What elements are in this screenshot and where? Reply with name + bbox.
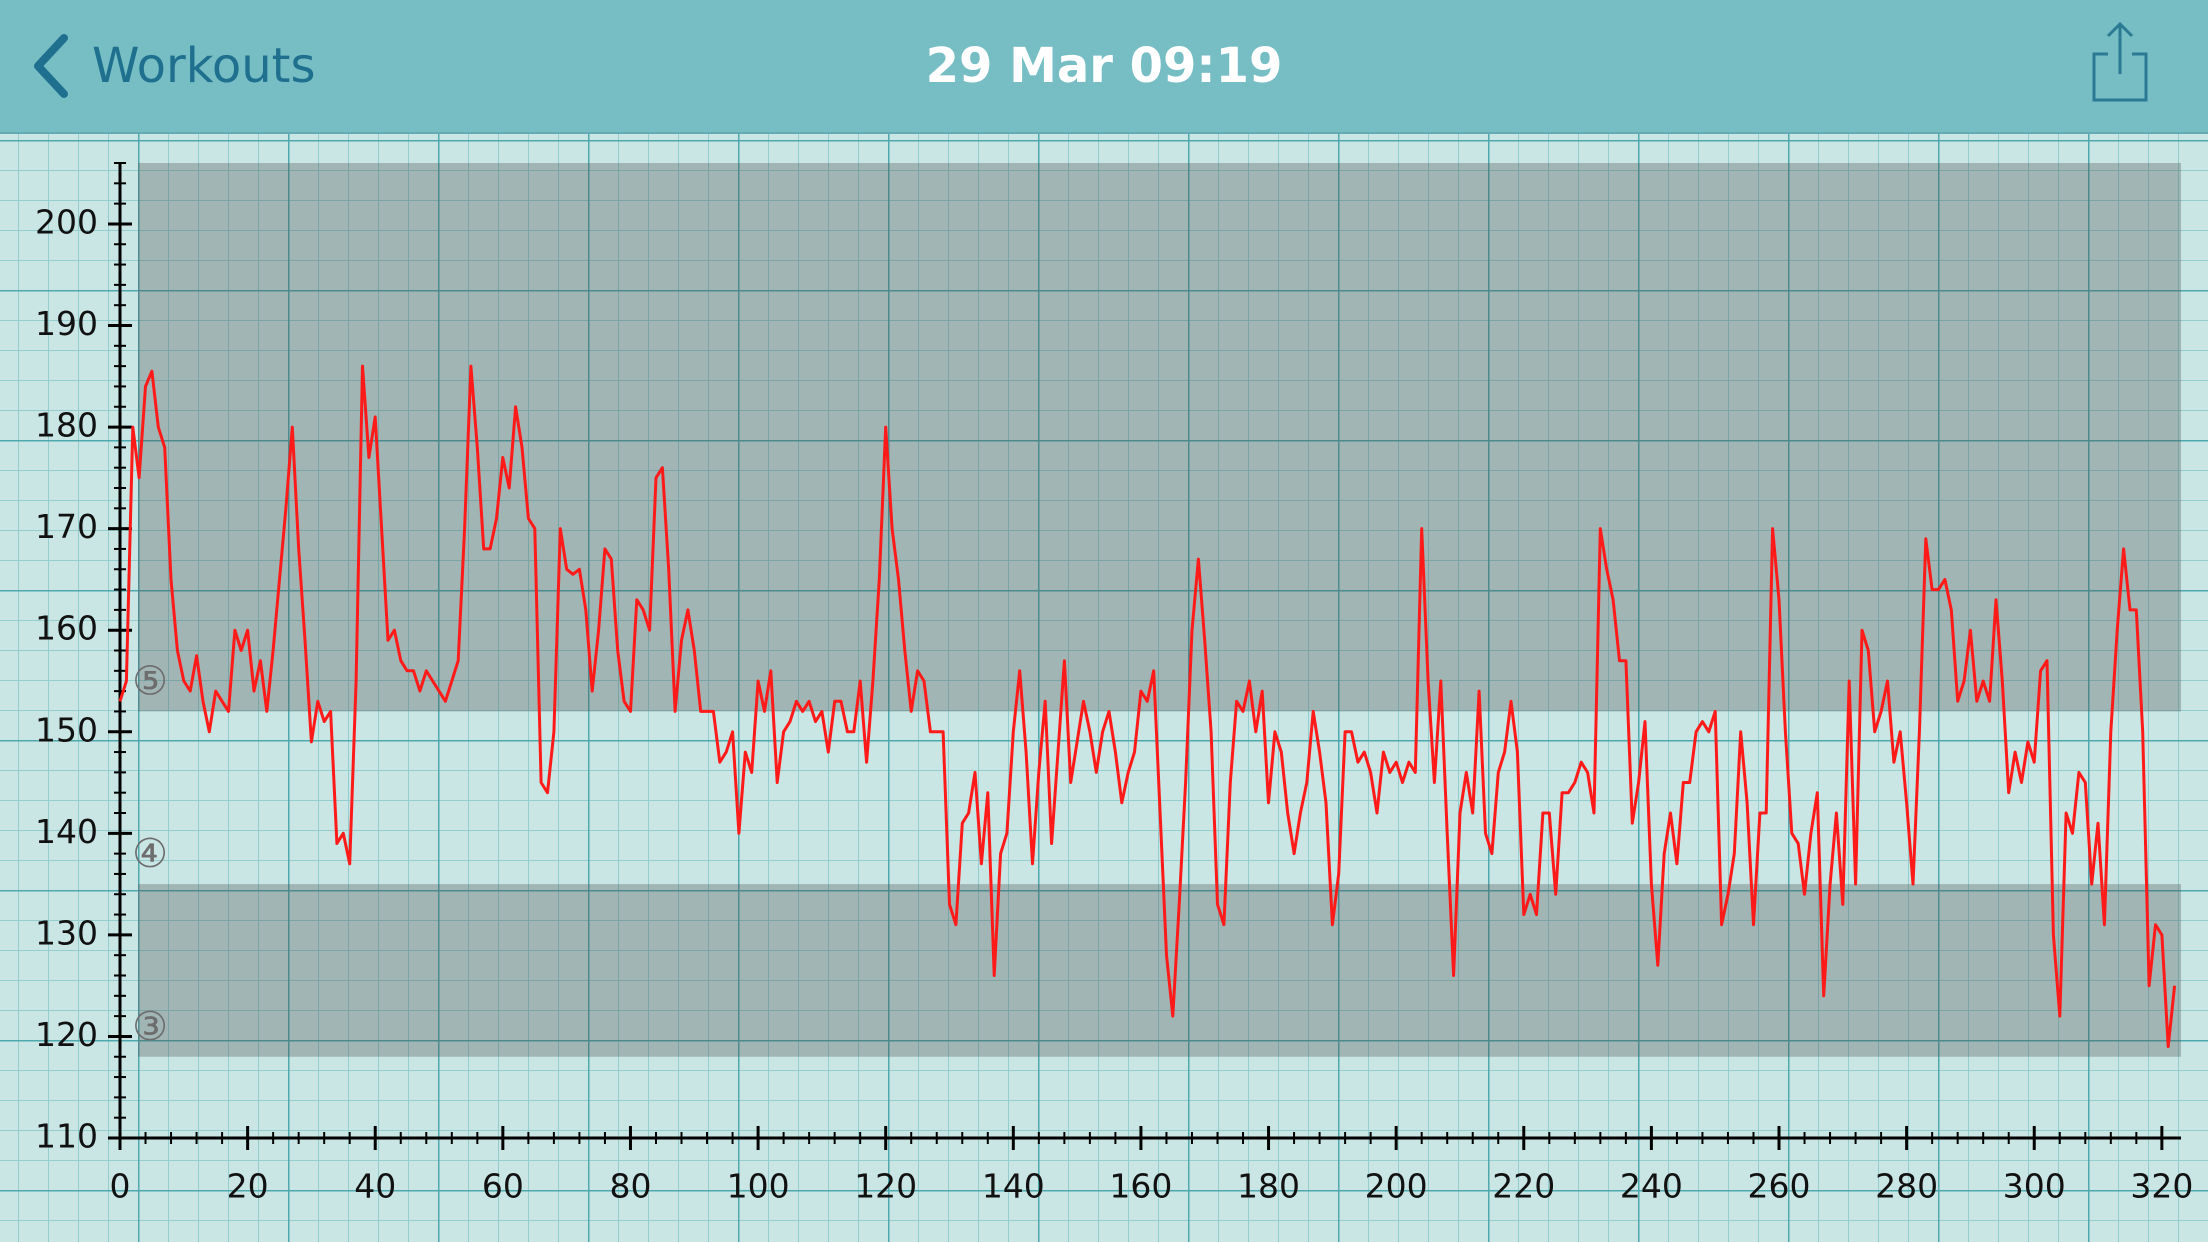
zone-label: ④ [132, 831, 168, 877]
paper-major-grid [0, 134, 2208, 1242]
x-tick-label: 300 [2003, 1167, 2066, 1206]
nav-bar: Workouts 29 Mar 09:19 [0, 0, 2208, 134]
x-tick-label: 320 [2130, 1167, 2193, 1206]
chart: ⑤ ④ ③ 110 120 130 140 150 160 170 180 190 200 0 20 40 60… [0, 134, 2208, 1242]
y-tick-label: 180 [35, 406, 98, 445]
x-tick-label: 280 [1875, 1167, 1938, 1206]
share-button[interactable] [2088, 20, 2152, 104]
x-tick-label: 40 [354, 1167, 396, 1206]
x-tick-label: 240 [1620, 1167, 1683, 1206]
x-tick-label: 200 [1365, 1167, 1428, 1206]
x-tick-label: 80 [609, 1167, 651, 1206]
x-tick-label: 0 [110, 1167, 131, 1206]
y-tick-label: 160 [35, 609, 98, 648]
back-button[interactable]: Workouts [30, 30, 315, 102]
y-tick-label: 200 [35, 202, 98, 241]
x-tick-label: 140 [982, 1167, 1045, 1206]
x-tick-label: 60 [482, 1167, 524, 1206]
zone-band [138, 163, 2181, 712]
y-tick-label: 110 [35, 1117, 98, 1156]
y-tick-label: 170 [35, 507, 98, 546]
y-tick-label: 130 [35, 913, 98, 952]
x-tick-label: 220 [1492, 1167, 1555, 1206]
y-tick-label: 150 [35, 710, 98, 749]
x-tick-label: 100 [727, 1167, 790, 1206]
zone-label: ③ [132, 1004, 168, 1050]
zone-band [138, 884, 2181, 1057]
y-tick-label: 140 [35, 812, 98, 851]
y-tick-label: 120 [35, 1015, 98, 1054]
back-label: Workouts [92, 38, 316, 94]
zone-label: ⑤ [132, 658, 168, 704]
heart-rate-line [118, 364, 2177, 1049]
x-tick-label: 260 [1748, 1167, 1811, 1206]
x-tick-label: 160 [1109, 1167, 1172, 1206]
nav-title: 29 Mar 09:19 [925, 38, 1283, 94]
x-tick-label: 20 [227, 1167, 269, 1206]
y-tick-label: 190 [35, 304, 98, 343]
x-tick-label: 120 [854, 1167, 917, 1206]
x-tick-label: 180 [1237, 1167, 1300, 1206]
back-chevron [34, 34, 68, 98]
